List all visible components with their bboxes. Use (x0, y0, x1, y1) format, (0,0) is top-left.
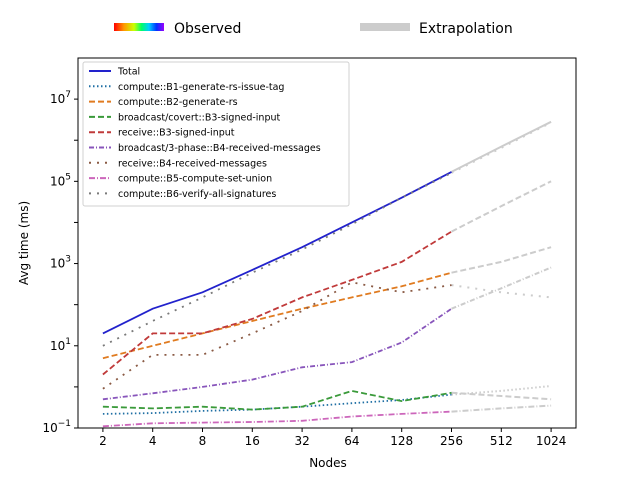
x-tick-label: 32 (294, 434, 309, 448)
extrapolation-line-compute-b2-generate-rs (451, 246, 552, 274)
y-tick-label: 107 (50, 90, 71, 106)
extrapolation-line-broadcast-3-phase-b4-received-messages (451, 266, 552, 310)
x-tick-label: 8 (199, 434, 207, 448)
observed-lines (102, 171, 453, 428)
x-tick-label: 2 (99, 434, 107, 448)
legend-label: compute::B6-verify-all-signatures (118, 189, 276, 200)
y-axis-ticks: 10−1 101 103 105 107 (42, 90, 78, 435)
x-tick-label: 1024 (536, 434, 567, 448)
extrapolation-label: Extrapolation (419, 21, 513, 37)
y-axis-label: Avg time (ms) (17, 201, 31, 285)
x-axis-label: Nodes (309, 456, 347, 470)
legend-label: compute::B5-compute-set-union (118, 174, 272, 185)
legend-label: compute::B1-generate-rs-issue-tag (118, 82, 284, 93)
y-tick-label: 101 (50, 337, 71, 353)
x-tick-label: 16 (245, 434, 260, 448)
observed-label: Observed (174, 21, 241, 37)
extrapolation-swatch (360, 23, 410, 31)
y-tick-label: 10−1 (42, 419, 71, 435)
series-line-compute-b6-verify-all-signatures (102, 172, 452, 347)
legend-label: receive::B4-received-messages (118, 158, 267, 169)
x-tick-label: 128 (390, 434, 413, 448)
y-tick-label: 103 (50, 255, 71, 271)
extrapolation-line-compute-b5-compute-set-union (451, 404, 552, 413)
x-axis-ticks: 2 4 8 16 32 64 128 256 512 1024 (99, 428, 566, 448)
series-legend: Totalcompute::B1-generate-rs-issue-tagco… (82, 61, 350, 207)
observed-swatch (114, 23, 164, 31)
extrapolation-line-compute-b1-generate-rs-issue-tag (451, 385, 552, 396)
series-line-compute-b5-compute-set-union (102, 410, 452, 428)
series-line-total (102, 171, 452, 335)
legend-label: receive::B3-signed-input (118, 128, 235, 139)
extrapolation-line-receive-b4-received-messages (451, 284, 552, 299)
x-tick-label: 512 (490, 434, 513, 448)
y-tick-label: 105 (50, 172, 71, 188)
x-tick-label: 64 (344, 434, 359, 448)
legend-label: Total (117, 67, 140, 78)
top-legend: Observed Extrapolation (114, 21, 513, 37)
series-line-compute-b2-generate-rs (102, 271, 452, 360)
legend-label: broadcast/3-phase::B4-received-messages (118, 143, 321, 154)
legend-box (82, 61, 350, 207)
series-line-broadcast-covert-b3-signed-input (102, 389, 452, 411)
x-tick-label: 256 (440, 434, 463, 448)
legend-label: broadcast/covert::B3-signed-input (118, 112, 280, 123)
extrapolation-line-receive-b3-signed-input (451, 180, 552, 233)
extrapolation-line-total (451, 120, 552, 173)
extrapolation-line-broadcast-covert-b3-signed-input (451, 391, 552, 401)
legend-label: compute::B2-generate-rs (118, 97, 238, 108)
extrapolation-lines (451, 120, 552, 413)
series-line-receive-b3-signed-input (102, 230, 452, 376)
x-tick-label: 4 (149, 434, 157, 448)
